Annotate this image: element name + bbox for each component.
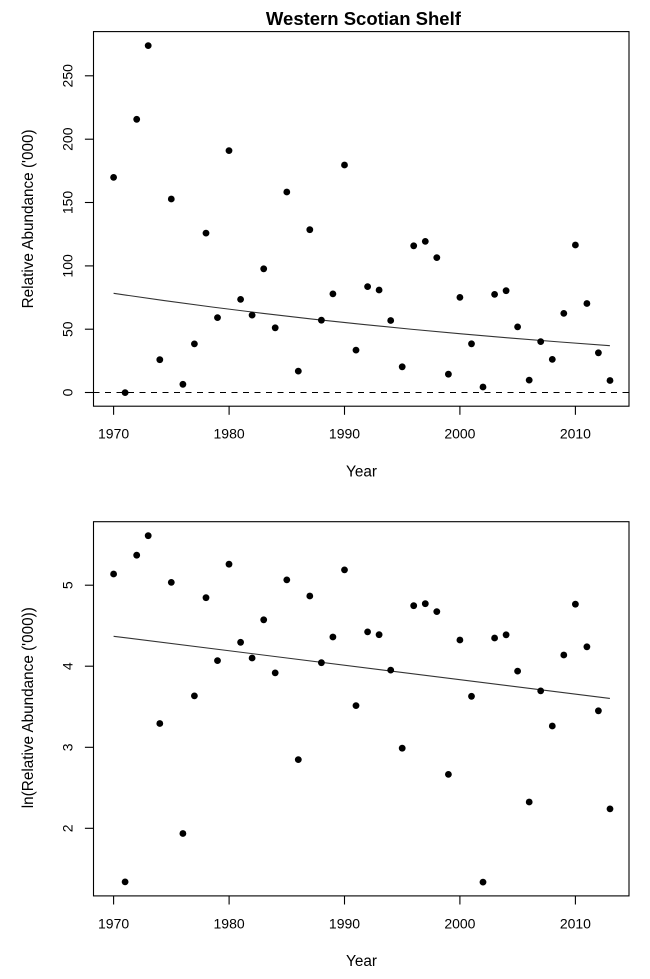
svg-text:Year: Year [346,953,377,970]
svg-text:4: 4 [59,662,75,670]
svg-text:2010: 2010 [560,916,591,932]
svg-text:3: 3 [59,743,75,751]
svg-text:0: 0 [59,388,75,396]
svg-text:1970: 1970 [98,426,129,442]
svg-text:5: 5 [59,581,75,589]
svg-text:1990: 1990 [329,426,360,442]
svg-text:Relative Abundance ('000): Relative Abundance ('000) [20,129,37,308]
svg-text:2010: 2010 [560,426,591,442]
svg-text:Western Scotian Shelf: Western Scotian Shelf [266,8,462,29]
svg-text:100: 100 [59,254,75,278]
svg-text:200: 200 [59,127,75,151]
svg-text:1980: 1980 [214,426,245,442]
svg-text:50: 50 [59,321,75,337]
svg-text:2000: 2000 [444,426,475,442]
svg-text:1970: 1970 [98,916,129,932]
svg-text:ln(Relative Abundance ('000)): ln(Relative Abundance ('000)) [20,607,37,808]
svg-text:1990: 1990 [329,916,360,932]
svg-text:250: 250 [59,64,75,88]
svg-text:1980: 1980 [214,916,245,932]
svg-text:150: 150 [59,191,75,215]
svg-text:2: 2 [59,824,75,832]
svg-text:Year: Year [346,464,377,481]
svg-text:2000: 2000 [444,916,475,932]
